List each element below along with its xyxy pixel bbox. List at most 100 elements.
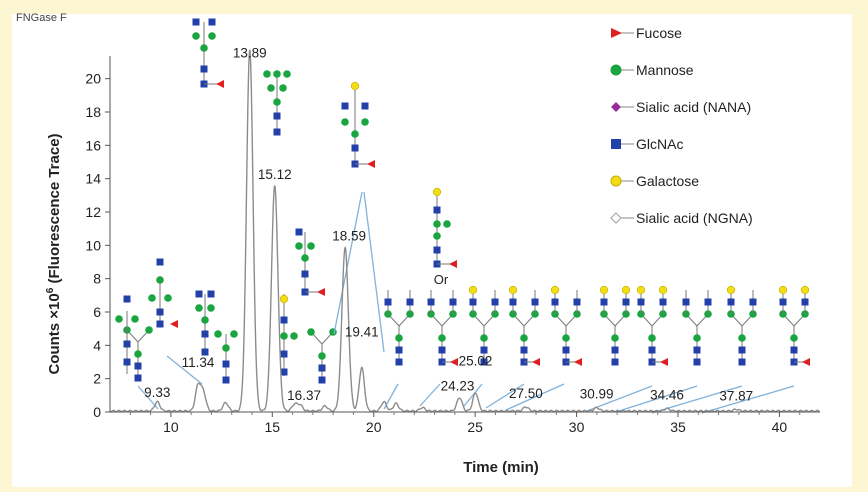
glycan-residue — [600, 298, 608, 306]
y-tick-label: 12 — [85, 204, 101, 220]
chart-card: FNGase F 10 15 20 25 30 35 40 0 2 4 6 8 10 12 14 16 18 2… — [12, 12, 852, 487]
glycan-residue — [449, 260, 457, 268]
glycan-residue — [438, 346, 446, 354]
or-annotation: Or — [434, 272, 449, 287]
glycan-residue — [318, 376, 326, 384]
glycan-residue — [192, 32, 200, 40]
glycan-residue — [195, 304, 203, 312]
y-tick-label: 10 — [85, 237, 101, 253]
glycan-residue — [659, 298, 667, 306]
glycan-residue — [562, 346, 570, 354]
glycan-residue — [520, 346, 528, 354]
glycan-residue — [433, 206, 441, 214]
glycan-residue — [800, 285, 810, 295]
glycan-residue — [280, 350, 288, 358]
glycan-residue — [301, 254, 309, 262]
glycan-residue — [480, 346, 488, 354]
glycan-residue — [801, 298, 809, 306]
glycan-residue — [738, 334, 746, 342]
glycan-residue — [216, 80, 224, 88]
glycan-residue — [134, 374, 142, 382]
glycan-residue — [148, 294, 156, 302]
glycan-residue — [432, 187, 442, 197]
glycan-residue — [449, 298, 457, 306]
glycan-residue — [307, 328, 315, 336]
glycan-residue — [156, 308, 164, 316]
glycan-residue — [520, 334, 528, 342]
peak-label: 30.99 — [580, 387, 614, 402]
legend-label: Fucose — [636, 25, 682, 41]
glycan-residue — [329, 328, 337, 336]
glycan-residue — [427, 298, 435, 306]
y-tick-label: 2 — [93, 371, 101, 387]
glycan-residue — [491, 298, 499, 306]
glycan-residue — [115, 315, 123, 323]
glycan-residue — [279, 294, 289, 304]
y-tick-label: 6 — [93, 304, 101, 320]
glycan-residue — [156, 258, 164, 266]
glycan-residue — [201, 330, 209, 338]
glycan-residue — [778, 285, 788, 295]
glycan-residue — [779, 298, 787, 306]
glycan-residue — [195, 290, 203, 298]
glycan-residue — [207, 304, 215, 312]
glycan-residue — [318, 352, 326, 360]
peak-label: 24.23 — [441, 379, 475, 394]
y-tick-label: 14 — [85, 171, 101, 187]
glycan-residue — [682, 298, 690, 306]
glycan-residue — [622, 298, 630, 306]
legend-symbol-glcnac — [611, 139, 621, 149]
glycan-residue — [573, 298, 581, 306]
legend-symbol-sialic-acid-nana — [611, 102, 621, 112]
glycan-residue — [693, 358, 701, 366]
peak-label: 15.12 — [258, 167, 292, 182]
leader-line — [166, 355, 203, 385]
glycan-residue — [508, 285, 518, 295]
legend-symbol-mannose — [610, 64, 622, 76]
x-tick-label: 40 — [772, 419, 788, 435]
glycan-residue — [301, 270, 309, 278]
legend-label: Galactose — [636, 173, 699, 189]
glycan-residue — [658, 285, 668, 295]
glycan-residue — [295, 242, 303, 250]
legend-label: Sialic acid (NANA) — [636, 99, 751, 115]
peak-label: 16.37 — [287, 388, 321, 403]
glycan-residue — [704, 298, 712, 306]
glycan-residue — [279, 84, 287, 92]
glycan-residue — [273, 70, 281, 78]
glycan-residue — [648, 346, 656, 354]
glycan-residue — [637, 298, 645, 306]
legend-label: Mannose — [636, 62, 694, 78]
glycan-residue — [611, 358, 619, 366]
glycan-residue — [307, 242, 315, 250]
glycan-residue — [351, 130, 359, 138]
chromatogram-chart: 10 15 20 25 30 35 40 0 2 4 6 8 10 12 14 16 18 20 9.33 11.… — [45, 18, 820, 476]
y-tick-label: 8 — [93, 271, 101, 287]
glycan-residue — [648, 334, 656, 342]
glycan-residue — [433, 220, 441, 228]
glycan-residue — [156, 320, 164, 328]
y-tick-label: 4 — [93, 337, 101, 353]
peak-label: 11.34 — [182, 355, 215, 370]
y-axis-title: Counts ×106 (Fluorescence Trace) — [45, 133, 63, 374]
peak-label: 34.46 — [650, 388, 684, 403]
glycan-residue — [200, 44, 208, 52]
peak-label: 18.59 — [332, 229, 366, 244]
glycan-residue — [341, 118, 349, 126]
x-tick-label: 10 — [163, 419, 179, 435]
glycan-residue — [790, 334, 798, 342]
glycan-residue — [790, 346, 798, 354]
glycan-residue — [621, 285, 631, 295]
figure-header: FNGase F — [16, 12, 67, 24]
legend-label: GlcNAc — [636, 136, 683, 152]
x-tick-label: 25 — [467, 419, 483, 435]
legend-label: Sialic acid (NGNA) — [636, 210, 753, 226]
glycan-residue — [164, 294, 172, 302]
peak-label: 19.41 — [345, 325, 379, 340]
glycan-residue — [273, 112, 281, 120]
glycan-residue — [450, 358, 458, 366]
x-tick-label: 15 — [264, 419, 280, 435]
glycan-residue — [599, 285, 609, 295]
glycan-residue — [574, 358, 582, 366]
